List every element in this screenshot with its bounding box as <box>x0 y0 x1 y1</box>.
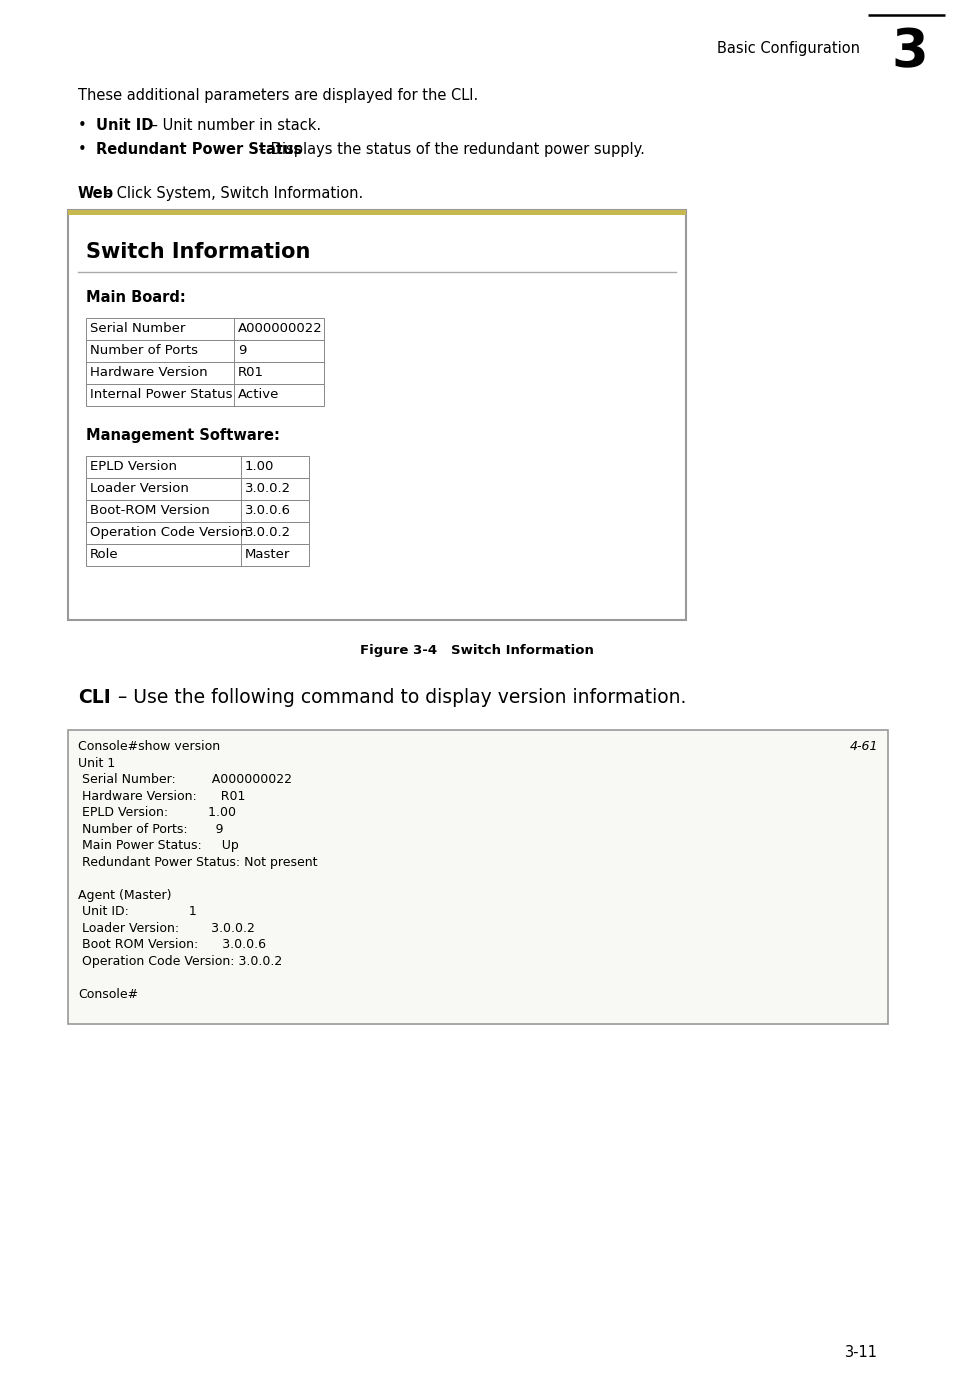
Bar <box>68 210 685 215</box>
Text: EPLD Version:          1.00: EPLD Version: 1.00 <box>78 806 235 819</box>
Bar <box>86 340 324 362</box>
Text: 3.0.0.2: 3.0.0.2 <box>245 482 291 496</box>
Text: Console#show version: Console#show version <box>78 740 220 754</box>
Text: – Click System, Switch Information.: – Click System, Switch Information. <box>100 186 363 201</box>
Text: Figure 3-4   Switch Information: Figure 3-4 Switch Information <box>359 644 594 657</box>
Text: A000000022: A000000022 <box>237 322 322 335</box>
Text: Operation Code Version: Operation Code Version <box>90 526 248 539</box>
Text: 4-61: 4-61 <box>848 740 877 754</box>
Text: Number of Ports:       9: Number of Ports: 9 <box>78 823 223 836</box>
Text: – Displays the status of the redundant power supply.: – Displays the status of the redundant p… <box>254 142 644 157</box>
Text: •: • <box>78 118 87 133</box>
Bar <box>86 522 309 544</box>
Text: 3.0.0.6: 3.0.0.6 <box>245 504 291 516</box>
Text: Active: Active <box>237 389 279 401</box>
Bar <box>86 457 309 477</box>
Text: Agent (Master): Agent (Master) <box>78 888 172 901</box>
Text: Internal Power Status: Internal Power Status <box>90 389 233 401</box>
Bar <box>86 477 309 500</box>
Text: Unit ID:               1: Unit ID: 1 <box>78 905 196 917</box>
Text: Redundant Power Status: Redundant Power Status <box>96 142 302 157</box>
Text: – Unit number in stack.: – Unit number in stack. <box>146 118 321 133</box>
Text: Redundant Power Status: Not present: Redundant Power Status: Not present <box>78 855 317 869</box>
Text: 3-11: 3-11 <box>844 1345 877 1360</box>
Text: R01: R01 <box>237 366 264 379</box>
Text: Basic Configuration: Basic Configuration <box>717 40 859 56</box>
Text: Switch Information: Switch Information <box>86 242 310 262</box>
Text: Number of Ports: Number of Ports <box>90 344 198 357</box>
Text: – Use the following command to display version information.: – Use the following command to display v… <box>112 688 686 706</box>
Text: 1.00: 1.00 <box>245 459 274 473</box>
Text: These additional parameters are displayed for the CLI.: These additional parameters are displaye… <box>78 87 477 103</box>
Text: Hardware Version:      R01: Hardware Version: R01 <box>78 790 245 802</box>
Text: Loader Version: Loader Version <box>90 482 189 496</box>
Text: Role: Role <box>90 548 118 561</box>
Text: Main Power Status:     Up: Main Power Status: Up <box>78 838 238 852</box>
Bar <box>86 500 309 522</box>
Text: Unit ID: Unit ID <box>96 118 153 133</box>
Text: CLI: CLI <box>78 688 111 706</box>
Text: Serial Number: Serial Number <box>90 322 185 335</box>
Bar <box>86 384 324 407</box>
Text: Loader Version:        3.0.0.2: Loader Version: 3.0.0.2 <box>78 922 254 934</box>
Text: •: • <box>78 142 87 157</box>
Text: Main Board:: Main Board: <box>86 290 186 305</box>
Text: Web: Web <box>78 186 114 201</box>
Text: 3: 3 <box>891 26 927 78</box>
Text: Operation Code Version: 3.0.0.2: Operation Code Version: 3.0.0.2 <box>78 955 282 967</box>
Text: Hardware Version: Hardware Version <box>90 366 208 379</box>
Text: Management Software:: Management Software: <box>86 428 279 443</box>
Text: 9: 9 <box>237 344 246 357</box>
Text: EPLD Version: EPLD Version <box>90 459 177 473</box>
Text: Console#: Console# <box>78 987 138 1001</box>
Bar <box>68 210 685 620</box>
Bar <box>68 730 887 1024</box>
Text: 3.0.0.2: 3.0.0.2 <box>245 526 291 539</box>
Bar <box>86 544 309 566</box>
Text: Serial Number:         A000000022: Serial Number: A000000022 <box>78 773 292 786</box>
Bar <box>86 362 324 384</box>
Text: Boot ROM Version:      3.0.0.6: Boot ROM Version: 3.0.0.6 <box>78 938 266 951</box>
Text: Master: Master <box>245 548 290 561</box>
Text: Unit 1: Unit 1 <box>78 756 115 769</box>
Text: Boot-ROM Version: Boot-ROM Version <box>90 504 210 516</box>
Bar <box>86 318 324 340</box>
